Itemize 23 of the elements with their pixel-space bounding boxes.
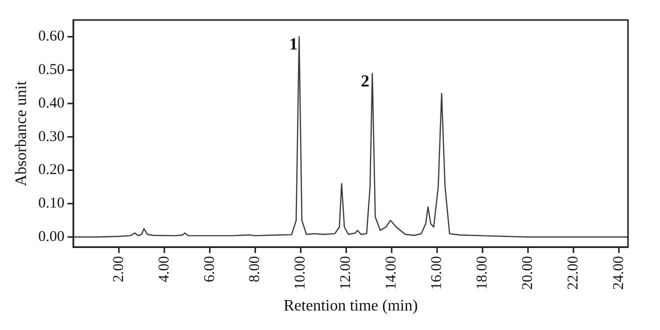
y-axis-title: Absorbance unit xyxy=(12,80,30,186)
y-tick-label: 0.50 xyxy=(38,62,64,78)
x-tick-label: 22.00 xyxy=(565,256,582,290)
x-tick-label: 14.00 xyxy=(384,256,400,290)
x-axis-title: Retention time (min) xyxy=(284,298,418,315)
y-tick-label: 0.30 xyxy=(38,128,64,145)
y-tick-label: 0.10 xyxy=(38,196,64,212)
x-tick-label: 18.00 xyxy=(474,256,490,290)
x-tick-label: 16.00 xyxy=(429,256,446,290)
y-tick-label: 0.60 xyxy=(38,28,64,45)
x-tick-label: 2.00 xyxy=(110,256,127,282)
annotation: 2 xyxy=(360,71,370,90)
x-tick-label: 12.00 xyxy=(338,256,354,290)
y-tick-label: 0.00 xyxy=(38,228,64,245)
x-tick-label: 8.00 xyxy=(247,256,264,282)
y-tick-label: 0.20 xyxy=(38,162,64,178)
x-tick-label: 6.00 xyxy=(202,256,218,282)
x-tick-label: 4.00 xyxy=(156,256,172,282)
x-tick-label: 20.00 xyxy=(520,256,536,290)
annotation: 1 xyxy=(289,34,298,54)
x-tick-label: 24.00 xyxy=(610,256,627,290)
y-tick-label: 0.40 xyxy=(38,95,64,112)
x-tick-label: 10.00 xyxy=(292,256,309,290)
